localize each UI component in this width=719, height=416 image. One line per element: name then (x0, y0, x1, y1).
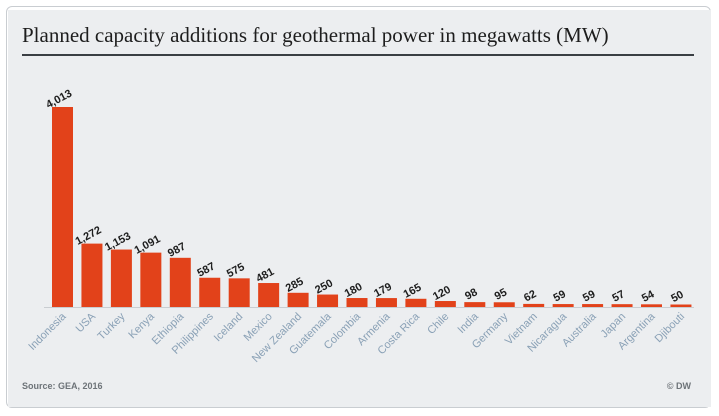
bar-value-label: 180 (343, 281, 365, 300)
bar-value-label: 54 (640, 288, 657, 305)
bar-chile (434, 301, 456, 307)
category-label: Indonesia (26, 310, 69, 353)
bar-value-label: 285 (284, 276, 306, 295)
bar-australia (582, 304, 604, 307)
bar-vietnam (523, 303, 545, 307)
dw-copyright: © DW (666, 381, 691, 391)
bar-value-label: 50 (669, 289, 685, 305)
title-divider (22, 54, 694, 56)
bar-mexico (258, 283, 280, 307)
bar-value-label: 62 (522, 288, 538, 304)
bar-value-label: 575 (225, 261, 247, 280)
bar-value-label: 57 (610, 288, 626, 304)
source-note: Source: GEA, 2016 (22, 381, 103, 391)
bar-iceland (228, 278, 250, 307)
category-label: USA (74, 310, 99, 335)
bar-guatemala (317, 294, 339, 307)
bar-japan (611, 304, 633, 307)
bar-value-label: 250 (313, 277, 335, 296)
bar-djibouti (670, 304, 692, 307)
chart-panel (8, 10, 711, 407)
bar-value-label: 98 (463, 286, 479, 302)
bar-costa-rica (405, 298, 427, 307)
category-label: Turkey (96, 310, 128, 342)
bar-value-label: 179 (372, 281, 394, 300)
bar-value-label: 120 (431, 284, 453, 303)
bar-armenia (375, 298, 397, 307)
category-label: Djibouti (653, 311, 687, 345)
bar-value-label: 59 (581, 288, 597, 304)
category-label: Chile (425, 311, 451, 337)
bar-indonesia (52, 107, 73, 307)
category-label: India (456, 310, 482, 336)
bar-turkey (110, 249, 132, 307)
chart-title: Planned capacity additions for geotherma… (22, 23, 609, 47)
bar-new-zealand (287, 292, 309, 307)
category-label: Iceland (212, 311, 246, 345)
bar-germany (493, 302, 515, 307)
bar-value-label: 95 (493, 286, 509, 302)
bar-argentina (641, 304, 662, 307)
bar-india (464, 302, 486, 307)
bar-philippines (199, 277, 221, 307)
bar-usa (81, 243, 103, 307)
bar-nicaragua (552, 304, 574, 307)
bar-value-label: 987 (166, 241, 188, 260)
bar-value-label: 59 (552, 288, 568, 304)
bar-colombia (346, 298, 368, 307)
bar-kenya (140, 252, 162, 307)
bar-value-label: 587 (195, 260, 217, 279)
bar-ethiopia (169, 257, 191, 307)
bar-value-label: 481 (254, 266, 276, 285)
bar-value-label: 165 (402, 282, 424, 301)
